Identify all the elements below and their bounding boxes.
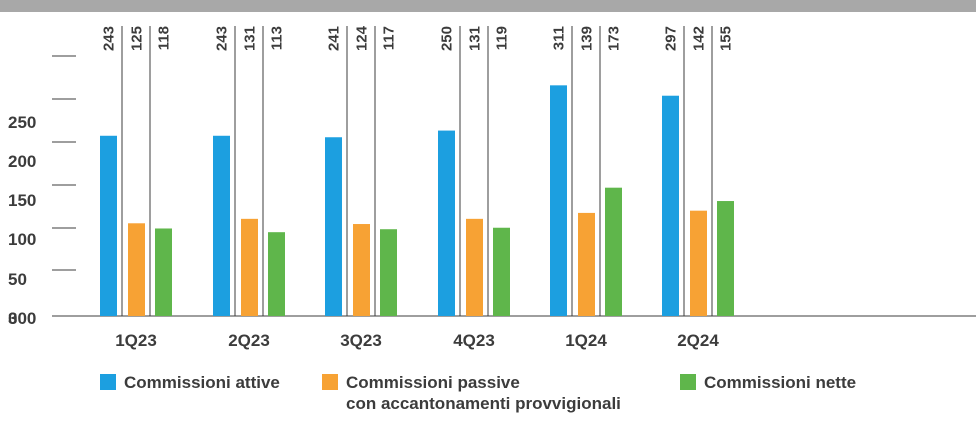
data-label: 250 — [439, 26, 456, 51]
data-label: 243 — [214, 26, 231, 51]
bar — [353, 224, 370, 316]
top-rule — [0, 0, 976, 12]
y-tick-label: 50 — [8, 270, 27, 289]
data-label: 131 — [242, 26, 259, 51]
category-label: 2Q24 — [677, 331, 719, 350]
category-label: 2Q23 — [228, 331, 270, 350]
legend-swatch-green — [680, 374, 696, 390]
y-tick-label: 100 — [8, 230, 36, 249]
data-label: 119 — [494, 26, 511, 50]
bar — [325, 137, 342, 316]
bar — [100, 135, 117, 316]
bar — [578, 212, 595, 316]
y-tick-label: 300 — [8, 309, 36, 328]
data-label: 142 — [691, 26, 708, 51]
bar — [690, 210, 707, 316]
data-label: 131 — [467, 26, 484, 51]
data-label: 117 — [381, 26, 398, 50]
bar — [605, 187, 622, 316]
bar — [128, 223, 145, 316]
bar — [241, 218, 258, 316]
bar — [466, 218, 483, 316]
data-label: 113 — [269, 26, 286, 50]
legend-swatch-blue — [100, 374, 116, 390]
data-label: 118 — [156, 26, 173, 50]
category-label: 4Q23 — [453, 331, 495, 350]
data-label: 243 — [101, 26, 118, 51]
y-tick-label: 250 — [8, 113, 36, 132]
category-label: 3Q23 — [340, 331, 382, 350]
y-tick-label: 200 — [8, 152, 36, 171]
bar — [662, 95, 679, 316]
data-label: 173 — [606, 26, 623, 51]
bar — [213, 135, 230, 316]
legend-swatch-orange — [322, 374, 338, 390]
legend-label-passive: Commissioni passive con accantonamenti p… — [346, 373, 621, 413]
data-label: 124 — [354, 25, 371, 51]
data-label: 139 — [579, 26, 596, 51]
data-label: 125 — [129, 26, 146, 51]
category-label: 1Q23 — [115, 331, 157, 350]
legend-label-nette: Commissioni nette — [704, 373, 857, 392]
category-label: 1Q24 — [565, 331, 607, 350]
y-tick-label: 150 — [8, 191, 36, 210]
legend-label-attive: Commissioni attive — [124, 373, 280, 392]
bar — [717, 201, 734, 316]
bar — [550, 85, 567, 316]
bar — [438, 130, 455, 316]
data-label: 155 — [718, 26, 735, 51]
bar — [155, 228, 172, 316]
data-label: 297 — [663, 26, 680, 51]
y-tick-label: 0 — [8, 309, 17, 328]
bar — [268, 232, 285, 316]
bar — [493, 227, 510, 316]
data-label: 311 — [551, 26, 568, 50]
bar — [380, 229, 397, 316]
data-label: 241 — [326, 26, 343, 51]
